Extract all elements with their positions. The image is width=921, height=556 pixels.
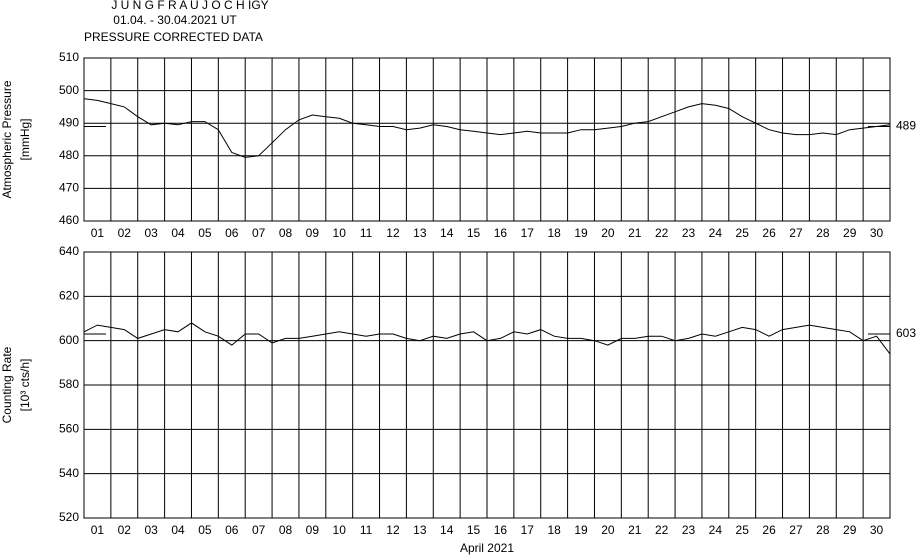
y-tick-label: 600: [59, 333, 79, 347]
x-tick-label: 05: [198, 226, 212, 240]
x-tick-label: 20: [601, 226, 615, 240]
x-tick-label: 28: [816, 523, 830, 537]
y-tick-label: 480: [59, 148, 79, 162]
x-tick-label: 10: [333, 523, 347, 537]
x-tick-label: 16: [494, 226, 508, 240]
x-tick-label: 11: [360, 523, 373, 537]
y-tick-label: 500: [59, 83, 79, 97]
y-axis-label: [mmHg]: [18, 119, 32, 161]
x-tick-label: 24: [709, 226, 723, 240]
x-tick-label: 09: [306, 523, 320, 537]
x-tick-label: 07: [252, 226, 266, 240]
y-tick-label: 580: [59, 377, 79, 391]
x-tick-label: 06: [225, 523, 239, 537]
x-tick-label: 17: [521, 226, 535, 240]
reference-label: 603: [896, 326, 916, 340]
y-tick-label: 560: [59, 422, 79, 436]
subtitle: 01.04. - 30.04.2021 UT: [113, 13, 237, 27]
x-tick-label: 01: [91, 226, 105, 240]
x-axis-label: April 2021: [460, 541, 514, 555]
x-tick-label: 12: [386, 523, 400, 537]
x-tick-label: 26: [762, 523, 776, 537]
x-tick-label: 02: [118, 226, 132, 240]
x-tick-label: 02: [118, 523, 132, 537]
x-tick-label: 30: [870, 226, 884, 240]
y-tick-label: 460: [59, 213, 79, 227]
x-tick-label: 23: [682, 523, 696, 537]
x-tick-label: 13: [413, 226, 427, 240]
x-tick-label: 18: [547, 523, 561, 537]
x-tick-label: 16: [494, 523, 508, 537]
x-tick-label: 27: [789, 523, 803, 537]
x-tick-label: 25: [736, 523, 750, 537]
x-tick-label: 13: [413, 523, 427, 537]
reference-label: 489: [896, 119, 916, 133]
x-tick-label: 21: [628, 226, 642, 240]
y-axis-label: Counting Rate: [0, 346, 14, 423]
y-axis-label: [10³ cts/h]: [18, 359, 32, 412]
y-tick-label: 510: [59, 50, 79, 64]
x-tick-label: 14: [440, 226, 454, 240]
note: PRESSURE CORRECTED DATA: [84, 30, 263, 44]
x-tick-label: 08: [279, 523, 293, 537]
x-tick-label: 17: [521, 523, 535, 537]
x-tick-label: 03: [144, 523, 158, 537]
x-tick-label: 05: [198, 523, 212, 537]
x-tick-label: 08: [279, 226, 293, 240]
x-tick-label: 01: [91, 523, 105, 537]
x-tick-label: 09: [306, 226, 320, 240]
x-tick-label: 29: [843, 226, 857, 240]
x-tick-label: 15: [467, 523, 481, 537]
x-tick-label: 20: [601, 523, 615, 537]
title: J U N G F R A U J O C H IGY: [111, 0, 268, 12]
x-tick-label: 24: [709, 523, 723, 537]
data-line: [83, 322, 891, 355]
x-tick-label: 11: [360, 226, 373, 240]
x-tick-label: 23: [682, 226, 696, 240]
x-tick-label: 03: [144, 226, 158, 240]
x-tick-label: 04: [171, 523, 185, 537]
y-axis-label: Atmospheric Pressure: [0, 80, 14, 198]
y-tick-label: 490: [59, 115, 79, 129]
y-tick-label: 620: [59, 289, 79, 303]
x-tick-label: 18: [547, 226, 561, 240]
x-tick-label: 07: [252, 523, 266, 537]
data-line: [83, 98, 891, 158]
x-tick-label: 15: [467, 226, 481, 240]
x-tick-label: 27: [789, 226, 803, 240]
x-tick-label: 14: [440, 523, 454, 537]
y-tick-label: 520: [59, 510, 79, 524]
x-tick-label: 25: [736, 226, 750, 240]
y-tick-label: 540: [59, 466, 79, 480]
x-tick-label: 26: [762, 226, 776, 240]
x-tick-label: 19: [574, 523, 588, 537]
y-tick-label: 470: [59, 181, 79, 195]
x-tick-label: 22: [655, 523, 669, 537]
x-tick-label: 12: [386, 226, 400, 240]
x-tick-label: 28: [816, 226, 830, 240]
y-tick-label: 640: [59, 244, 79, 258]
x-tick-label: 06: [225, 226, 239, 240]
x-tick-label: 21: [628, 523, 642, 537]
x-tick-label: 04: [171, 226, 185, 240]
x-tick-label: 10: [333, 226, 347, 240]
x-tick-label: 30: [870, 523, 884, 537]
x-tick-label: 22: [655, 226, 669, 240]
x-tick-label: 19: [574, 226, 588, 240]
x-tick-label: 29: [843, 523, 857, 537]
